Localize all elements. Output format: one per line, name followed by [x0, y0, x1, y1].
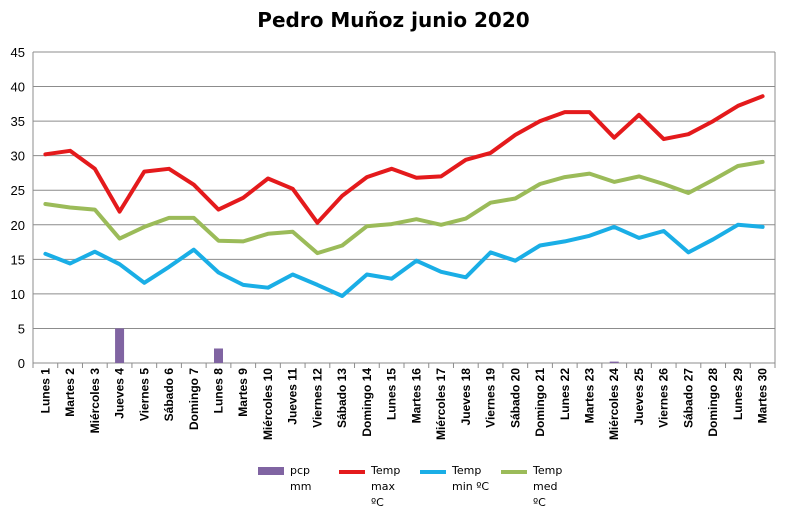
precip-bars	[115, 328, 619, 363]
x-tick-label: Lunes 1	[38, 368, 52, 414]
legend-item: Temp med ºC	[501, 463, 582, 511]
series-line-temp-min-c	[43, 222, 765, 298]
x-tick-label: Sábado 20	[508, 368, 522, 428]
y-tick-label: 25	[11, 183, 25, 198]
legend-label: Temp min ºC	[452, 464, 490, 493]
legend-label: pcp mm	[290, 464, 312, 493]
x-tick-label: Jueves 4	[113, 368, 127, 419]
x-tick-label: Domingo 21	[533, 368, 547, 437]
legend-item: Temp max ºC	[339, 463, 420, 511]
x-tick-label: Jueves 25	[632, 368, 646, 426]
x-tick-label: Viernes 5	[137, 368, 151, 421]
series-line-temp-max-c	[43, 94, 765, 225]
y-tick-label: 15	[11, 252, 25, 267]
series-line-temp-med-c	[43, 159, 765, 256]
legend-item: Temp min ºC	[420, 463, 501, 511]
x-tick-label: Viernes 26	[657, 368, 671, 428]
temperature-lines	[43, 94, 765, 298]
legend-swatch	[420, 470, 446, 474]
y-tick-label: 40	[11, 80, 25, 95]
x-tick-label: Lunes 15	[385, 368, 399, 420]
x-tick-label: Miércoles 17	[434, 368, 448, 440]
y-tick-label: 5	[18, 321, 25, 336]
x-tick-label: Sábado 13	[335, 368, 349, 428]
y-tick-label: 45	[11, 45, 25, 60]
y-tick-labels: 0 5 10 15 20 25 30 35 40 45	[11, 45, 25, 371]
legend: pcp mm Temp max ºC Temp min ºC Temp med ºC	[258, 463, 582, 511]
y-tick-label: 30	[11, 149, 25, 164]
y-tick-label: 10	[11, 287, 25, 302]
axes	[32, 52, 776, 368]
x-tick-label: Domingo 14	[360, 368, 374, 437]
x-tick-label: Martes 9	[236, 368, 250, 417]
x-tick-label: Jueves 18	[459, 368, 473, 426]
chart-title: Pedro Muñoz junio 2020	[257, 8, 530, 32]
precip-bar	[115, 328, 125, 363]
x-tick-label: Miércoles 3	[88, 368, 102, 434]
x-tick-label: Lunes 22	[558, 368, 572, 420]
x-tick-labels: Lunes 1 Martes 2 Miércoles 3 Jueves 4 Vierne…	[38, 368, 769, 440]
legend-label: Temp max ºC	[371, 464, 401, 509]
legend-swatch	[501, 470, 527, 474]
x-tick-label: Domingo 7	[187, 368, 201, 430]
precip-bar	[609, 361, 619, 363]
y-tick-label: 20	[11, 218, 25, 233]
y-tick-label: 0	[18, 356, 25, 371]
y-tick-label: 35	[11, 114, 25, 129]
x-tick-label: Martes 16	[409, 368, 423, 424]
x-tick-label: Viernes 12	[310, 368, 324, 428]
precip-bar	[214, 348, 223, 363]
x-tick-label: Sábado 6	[162, 368, 176, 422]
legend-swatch	[258, 467, 284, 475]
x-tick-label: Miércoles 10	[261, 368, 275, 440]
x-tick-label: Lunes 8	[212, 368, 226, 414]
gridlines	[33, 51, 775, 364]
x-tick-label: Domingo 28	[706, 368, 720, 437]
x-tick-label: Viernes 19	[484, 368, 498, 428]
x-tick-label: Miércoles 24	[607, 368, 621, 440]
x-tick-label: Martes 30	[756, 368, 770, 424]
x-tick-label: Martes 2	[63, 368, 77, 417]
x-tick-label: Lunes 29	[731, 368, 745, 420]
x-tick-label: Sábado 27	[681, 368, 695, 428]
legend-label: Temp med ºC	[533, 464, 563, 509]
x-tick-label: Martes 23	[583, 368, 597, 424]
x-tick-label: Jueves 11	[286, 368, 300, 425]
legend-swatch	[339, 470, 365, 474]
legend-item: pcp mm	[258, 463, 339, 511]
